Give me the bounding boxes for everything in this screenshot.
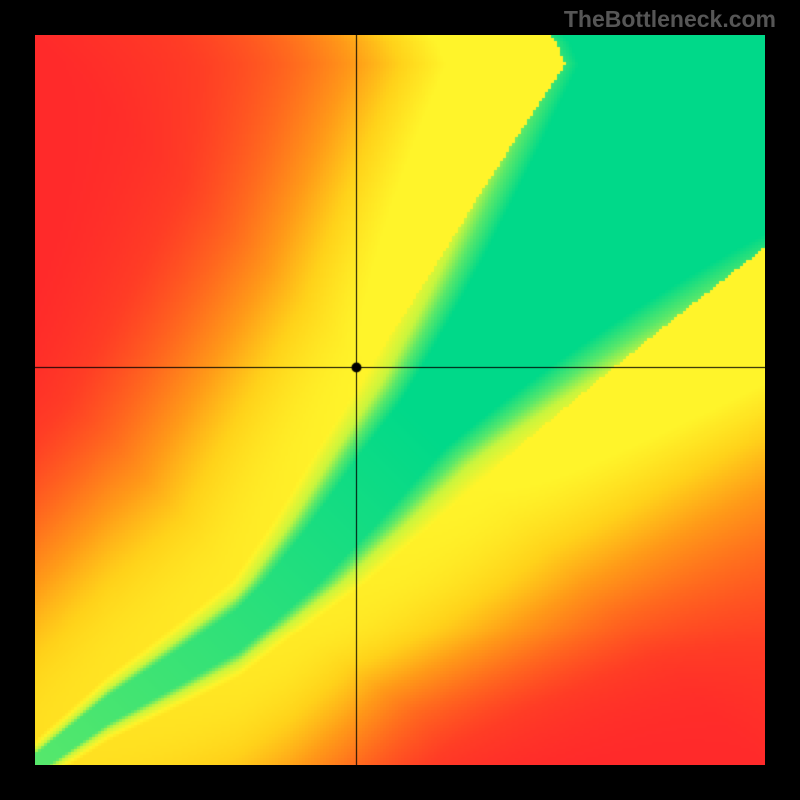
watermark-text: TheBottleneck.com [564, 6, 776, 33]
crosshair-overlay [35, 35, 765, 765]
figure-frame: TheBottleneck.com [0, 0, 800, 800]
